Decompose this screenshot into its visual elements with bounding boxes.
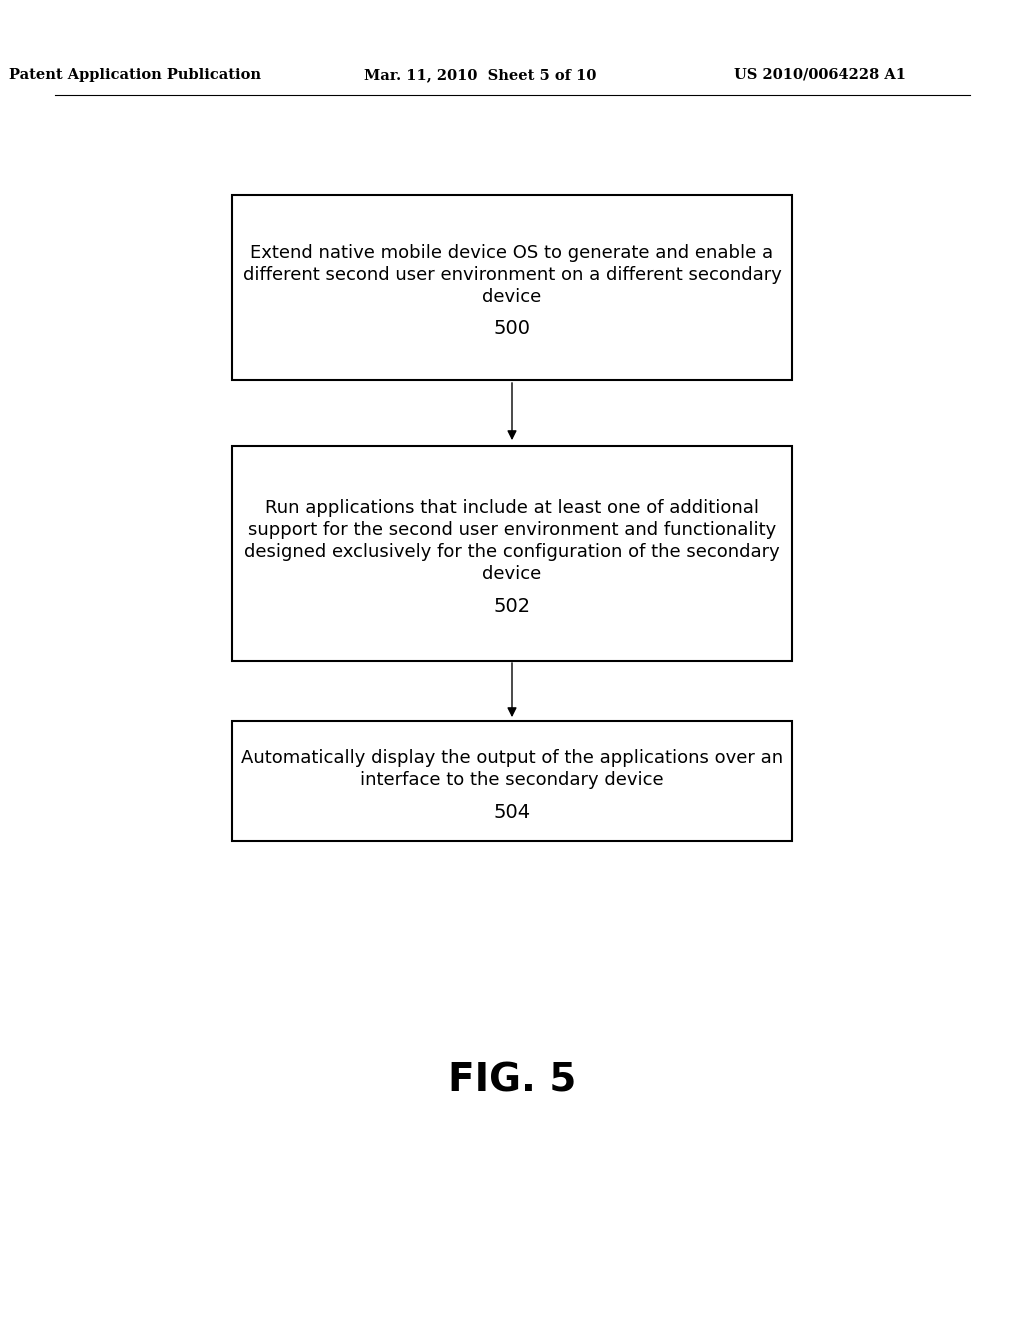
Bar [232, 194, 792, 380]
Text: interface to the secondary device: interface to the secondary device [360, 771, 664, 789]
Text: Extend native mobile device OS to generate and enable a: Extend native mobile device OS to genera… [251, 244, 773, 261]
Text: Mar. 11, 2010  Sheet 5 of 10: Mar. 11, 2010 Sheet 5 of 10 [364, 69, 596, 82]
Bar [232, 446, 792, 660]
Text: Automatically display the output of the applications over an: Automatically display the output of the … [241, 748, 783, 767]
Text: different second user environment on a different secondary: different second user environment on a d… [243, 267, 781, 284]
Text: device: device [482, 288, 542, 306]
Text: Run applications that include at least one of additional: Run applications that include at least o… [265, 499, 759, 517]
Text: support for the second user environment and functionality: support for the second user environment … [248, 521, 776, 539]
Text: 502: 502 [494, 597, 530, 615]
Text: FIG. 5: FIG. 5 [447, 1061, 577, 1100]
Text: 500: 500 [494, 319, 530, 338]
Text: 504: 504 [494, 803, 530, 821]
Text: designed exclusively for the configuration of the secondary: designed exclusively for the configurati… [244, 543, 780, 561]
Text: Patent Application Publication: Patent Application Publication [9, 69, 261, 82]
Text: US 2010/0064228 A1: US 2010/0064228 A1 [734, 69, 906, 82]
Bar [232, 721, 792, 841]
Text: device: device [482, 565, 542, 583]
